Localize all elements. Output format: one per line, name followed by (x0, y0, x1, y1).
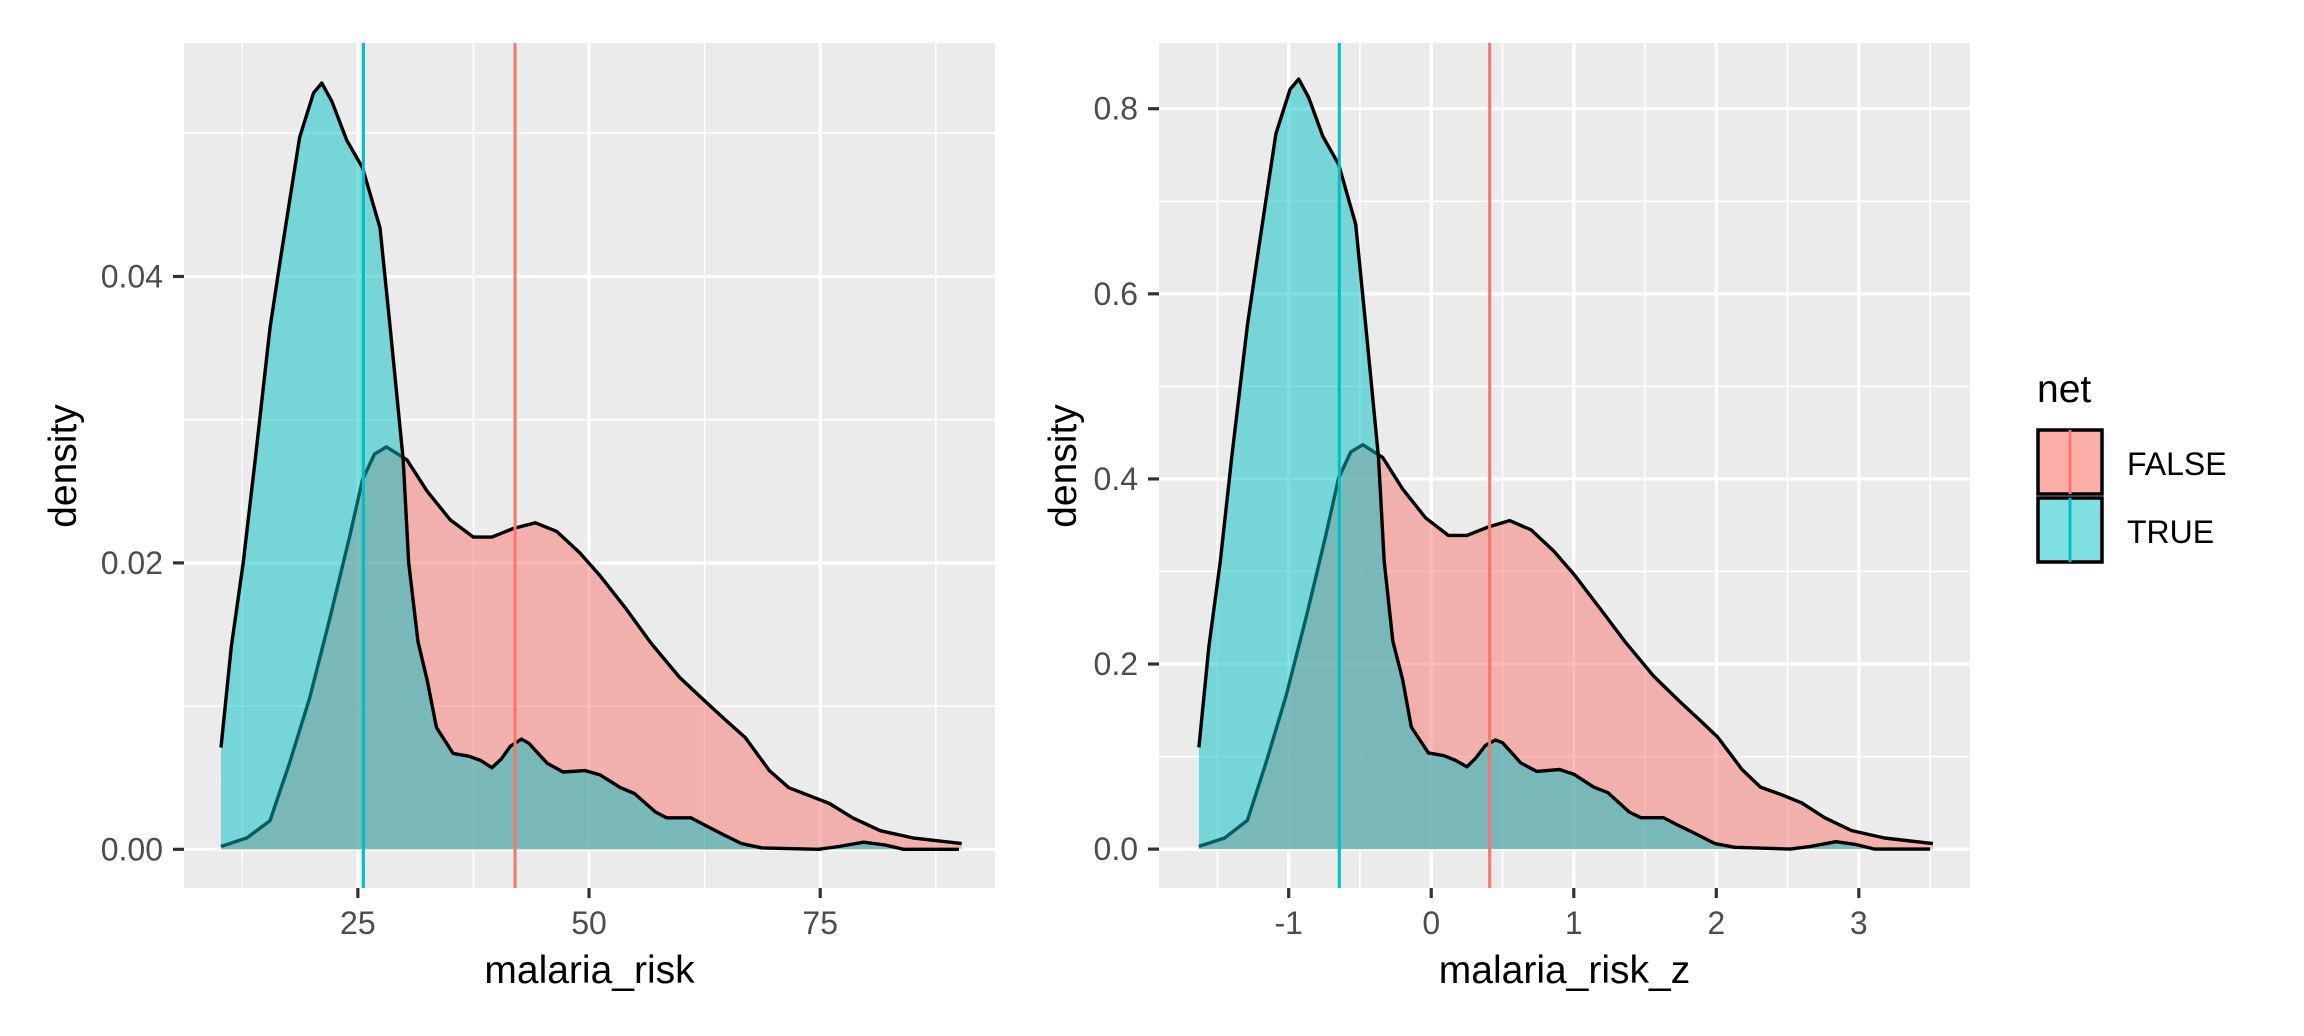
panel-malaria-risk-z: -1 0 1 2 3 0.0 0.2 0.4 0.6 0.8 malaria_risk_z den… (1042, 43, 1970, 992)
y-axis-title: density (42, 404, 85, 528)
density-area-true (1198, 79, 1931, 850)
y-tick-label: 0.0 (1094, 831, 1138, 867)
x-tick-label: 25 (340, 905, 376, 941)
y-axis-title: density (1042, 404, 1085, 528)
y-tick-label: 0.02 (101, 545, 163, 581)
x-tick-label: 0 (1422, 905, 1440, 941)
y-tick-label: 0.8 (1094, 91, 1138, 127)
x-tick-label: -1 (1274, 905, 1302, 941)
y-tick-label: 0.2 (1094, 646, 1138, 682)
legend-title: net (2037, 368, 2091, 411)
y-tick-label: 0.00 (101, 831, 163, 867)
legend-label-false: FALSE (2127, 446, 2227, 482)
legend-label-true: TRUE (2127, 514, 2214, 550)
y-tick-label: 0.6 (1094, 276, 1138, 312)
x-tick-label: 3 (1850, 905, 1868, 941)
x-tick-label: 50 (571, 905, 607, 941)
x-tick-label: 1 (1565, 905, 1583, 941)
density-line-true (1197, 77, 1931, 851)
y-tick-label: 0.4 (1094, 461, 1138, 497)
panel-malaria-risk: 25 50 75 0.00 0.02 0.04 malaria_risk density (42, 43, 995, 992)
density-line-true (219, 81, 959, 851)
legend: net FALSE TRUE (2036, 368, 2227, 564)
legend-item-false: FALSE (2036, 428, 2227, 496)
x-tick-label: 75 (802, 905, 838, 941)
legend-item-true: TRUE (2036, 496, 2214, 564)
x-axis-title: malaria_risk (484, 949, 695, 992)
x-axis-title: malaria_risk_z (1439, 949, 1690, 992)
density-area-true (220, 83, 959, 850)
x-tick-label: 2 (1707, 905, 1725, 941)
y-tick-label: 0.04 (101, 258, 163, 294)
